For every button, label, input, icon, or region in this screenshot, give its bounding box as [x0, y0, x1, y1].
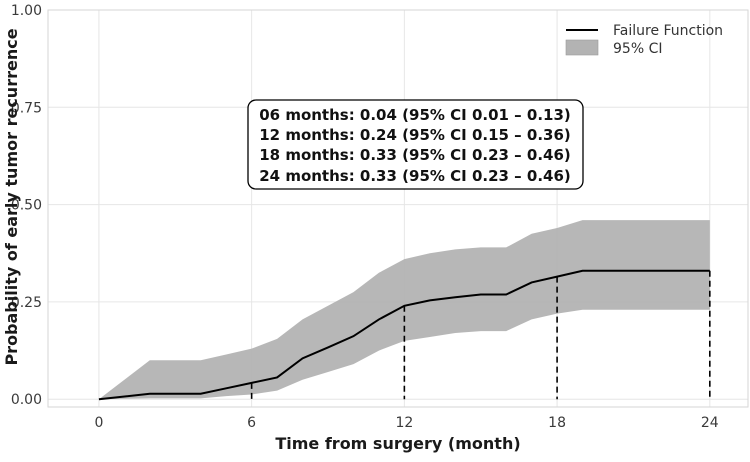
tick-labels: 0 6 12 18 24 0.00 0.25 0.50 0.75 1.00	[11, 3, 719, 431]
x-tick-label: 6	[247, 415, 256, 431]
annotation-line: 24 months: 0.33 (95% CI 0.23 – 0.46)	[259, 167, 571, 185]
plot-frame	[47, 9, 749, 408]
legend-band-swatch	[565, 39, 599, 56]
x-tick-label: 18	[548, 415, 566, 431]
legend: Failure Function 95% CI	[565, 23, 723, 57]
y-tick-label: 0.00	[11, 392, 42, 408]
failure-function-line	[98, 269, 710, 401]
y-tick-label: 0.50	[11, 198, 42, 214]
x-tick-label: 0	[94, 415, 103, 431]
annotation-frame	[247, 99, 584, 190]
x-tick-label: 24	[701, 415, 719, 431]
reference-lines	[250, 270, 711, 400]
annotation-line: 06 months: 0.04 (95% CI 0.01 – 0.13)	[259, 106, 571, 124]
x-axis-label: Time from surgery (month)	[275, 434, 520, 453]
annotation-line: 12 months: 0.24 (95% CI 0.15 – 0.36)	[259, 126, 571, 144]
y-tick-label: 0.75	[11, 100, 42, 116]
legend-label-failure: Failure Function	[613, 23, 723, 39]
y-axis-label: Probability of early tumor recurrence	[2, 28, 21, 365]
y-tick-label: 1.00	[11, 3, 42, 19]
y-tick-label: 0.25	[11, 295, 42, 311]
failure-line-layer	[98, 269, 710, 401]
legend-label-ci: 95% CI	[613, 41, 662, 57]
annotation-box: 06 months: 0.04 (95% CI 0.01 – 0.13) 12 …	[247, 99, 584, 190]
x-tick-label: 12	[395, 415, 413, 431]
grid	[48, 9, 748, 407]
annotation-line: 18 months: 0.33 (95% CI 0.23 – 0.46)	[259, 146, 571, 164]
